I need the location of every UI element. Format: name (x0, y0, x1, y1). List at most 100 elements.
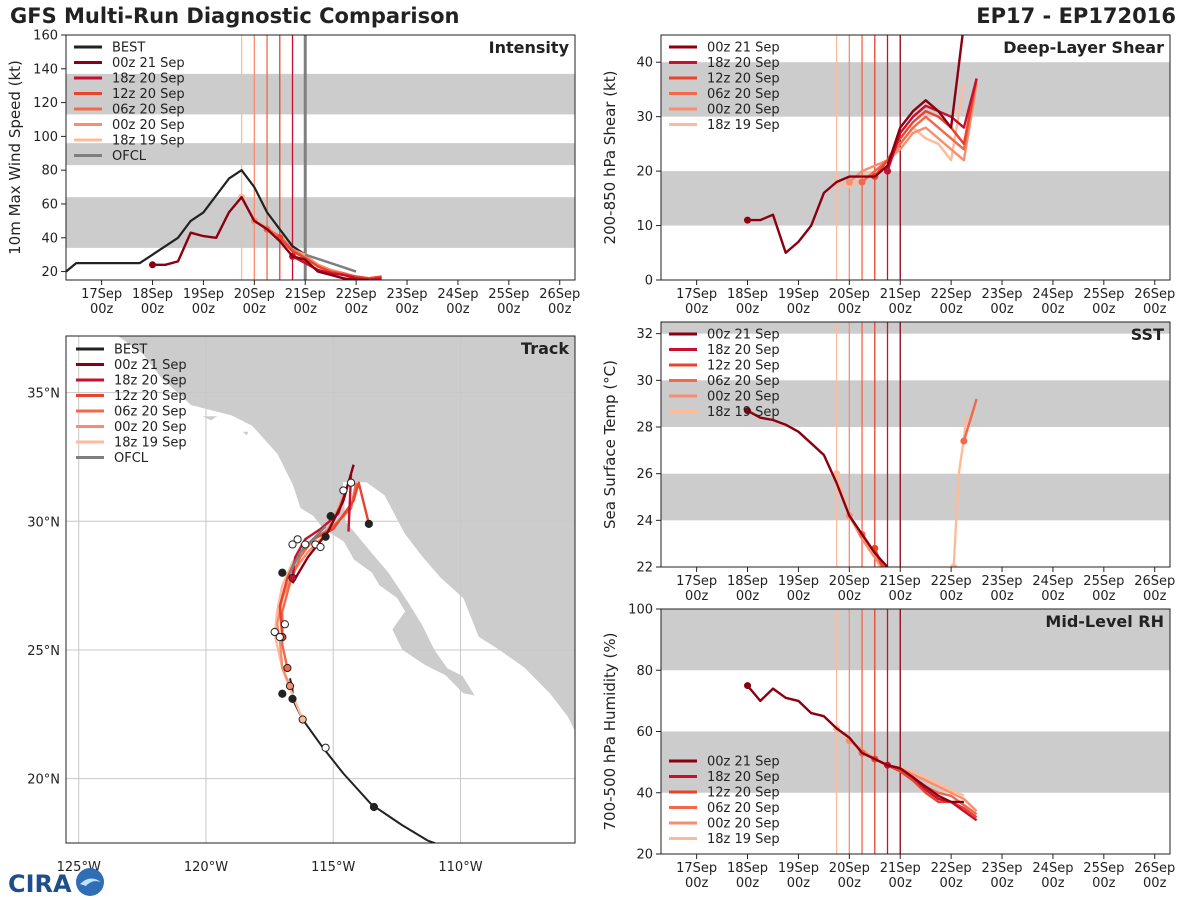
shear-xtick-day: 22Sep (931, 287, 972, 302)
sst-xtick-hour: 00z (990, 589, 1014, 604)
lon-label: 115°W (311, 860, 355, 875)
sst-xtick-day: 25Sep (1083, 574, 1124, 589)
rh-xtick-hour: 00z (787, 876, 811, 891)
intensity-xtick-hour: 00z (192, 302, 216, 317)
sst-panel: 22242628303217Sep00z18Sep00z19Sep00z20Se… (601, 321, 1175, 604)
lon-label: 120°W (184, 860, 228, 875)
rh-series-00z-21-sep (746, 684, 964, 804)
sst-series-00z-20-sep (848, 515, 884, 567)
track-legend-label-ofcl: OFCL (114, 451, 149, 466)
sst-series-18z-19-sep (952, 415, 968, 567)
track-point-ofcl (293, 535, 302, 544)
sst-ytick-label: 30 (636, 374, 653, 389)
cira-logo-swirl-icon (80, 878, 101, 886)
island (240, 430, 250, 438)
rh-legend-label-06z-20-sep: 06z 20 Sep (707, 801, 780, 816)
intensity-xtick-day: 24Sep (437, 287, 478, 302)
track-point-ofcl (288, 540, 297, 549)
sst-init-point-06z-20-sep (960, 437, 968, 445)
track-legend-label-00z-20-sep: 00z 20 Sep (114, 420, 187, 435)
rh-xtick-hour: 00z (889, 876, 913, 891)
rh-ytick-label: 60 (636, 725, 653, 740)
rh-init-point-00z-21-sep (744, 682, 752, 690)
sst-xtick-hour: 00z (838, 589, 862, 604)
lat-label: 20°N (27, 773, 60, 788)
intensity-ytick-label: 80 (41, 164, 58, 179)
sst-xtick-day: 22Sep (931, 574, 972, 589)
shear-ytick-label: 0 (645, 274, 653, 289)
sst-xtick-day: 17Sep (676, 574, 717, 589)
sst-series-06z-20-sep (962, 398, 978, 442)
sst-legend-label-00z-21-sep: 00z 21 Sep (707, 328, 780, 343)
shear-panel: 01020304017Sep00z18Sep00z19Sep00z20Sep00… (601, 34, 1175, 317)
sst-ylabel: Sea Surface Temp (°C) (601, 360, 619, 529)
track-point-18z-20-sep (288, 573, 297, 583)
track-point-best (278, 568, 287, 577)
rh-xtick-hour: 00z (736, 876, 760, 891)
shear-ytick-label: 40 (636, 56, 653, 71)
intensity-ytick-label: 20 (41, 265, 58, 280)
rh-xtick-hour: 00z (990, 876, 1014, 891)
shear-xtick-hour: 00z (736, 302, 760, 317)
intensity-shade-band (66, 197, 575, 248)
intensity-legend-label-06z-20-sep: 06z 20 Sep (112, 103, 185, 118)
sst-legend-label-00z-20-sep: 00z 20 Sep (707, 390, 780, 405)
intensity-title: Intensity (489, 38, 570, 57)
sst-xtick-hour: 00z (889, 589, 913, 604)
track-legend-label-18z-19-sep: 18z 19 Sep (114, 436, 187, 451)
track-point-best (326, 512, 335, 521)
sst-ytick-label: 28 (636, 421, 653, 436)
rh-xtick-day: 26Sep (1134, 861, 1175, 876)
shear-series-00z-20-sep (848, 83, 978, 183)
intensity-xtick-hour: 00z (548, 302, 572, 317)
sst-init-point-18z-19-sep (833, 470, 841, 478)
shear-xtick-hour: 00z (685, 302, 709, 317)
track-point-best (321, 532, 330, 541)
sst-xtick-day: 18Sep (727, 574, 768, 589)
intensity-xtick-day: 26Sep (539, 287, 580, 302)
sst-xtick-hour: 00z (787, 589, 811, 604)
intensity-shade-band (66, 143, 575, 166)
intensity-ytick-label: 160 (33, 29, 58, 44)
sst-xtick-hour: 00z (736, 589, 760, 604)
intensity-xtick-hour: 00z (243, 302, 267, 317)
rh-ytick-label: 80 (636, 664, 653, 679)
shear-legend-label-00z-21-sep: 00z 21 Sep (707, 41, 780, 56)
shear-xtick-day: 18Sep (727, 287, 768, 302)
intensity-xtick-hour: 00z (294, 302, 318, 317)
rh-plot-area (661, 609, 1170, 854)
shear-xtick-day: 24Sep (1032, 287, 1073, 302)
track-frame (65, 335, 576, 844)
rh-xtick-hour: 00z (1143, 876, 1167, 891)
intensity-xtick-day: 20Sep (234, 287, 275, 302)
shear-xtick-day: 26Sep (1134, 287, 1175, 302)
intensity-ytick-label: 120 (33, 96, 58, 111)
intensity-legend-label-00z-21-sep: 00z 21 Sep (112, 56, 185, 71)
shear-xtick-day: 20Sep (829, 287, 870, 302)
shear-legend-label-12z-20-sep: 12z 20 Sep (707, 72, 780, 87)
rh-xtick-day: 24Sep (1032, 861, 1073, 876)
intensity-legend-label-18z-20-sep: 18z 20 Sep (112, 72, 185, 87)
intensity-shade-band (66, 73, 575, 115)
intensity-ytick-label: 140 (33, 62, 58, 77)
shear-xtick-hour: 00z (1092, 302, 1116, 317)
track-point-best (369, 802, 379, 812)
intensity-ytick-label: 100 (33, 130, 58, 145)
sst-ytick-label: 22 (636, 561, 653, 576)
rh-title: Mid-Level RH (1045, 612, 1164, 631)
intensity-series-00z-21-sep (152, 195, 369, 280)
intensity-panel: 2040608010012014016017Sep00z18Sep00z19Se… (6, 29, 580, 318)
track-point-best (364, 519, 373, 528)
sst-xtick-hour: 00z (685, 589, 709, 604)
rh-legend-label-12z-20-sep: 12z 20 Sep (707, 786, 780, 801)
sst-xtick-day: 26Sep (1134, 574, 1175, 589)
rh-ytick-label: 20 (636, 848, 653, 863)
shear-xtick-day: 17Sep (676, 287, 717, 302)
track-point-ofcl (301, 540, 310, 549)
sst-xtick-day: 19Sep (778, 574, 819, 589)
intensity-ytick-label: 60 (41, 197, 58, 212)
shear-xtick-hour: 00z (1041, 302, 1065, 317)
sst-title: SST (1131, 325, 1164, 344)
rh-ylabel: 700-500 hPa Humidity (%) (601, 632, 619, 830)
